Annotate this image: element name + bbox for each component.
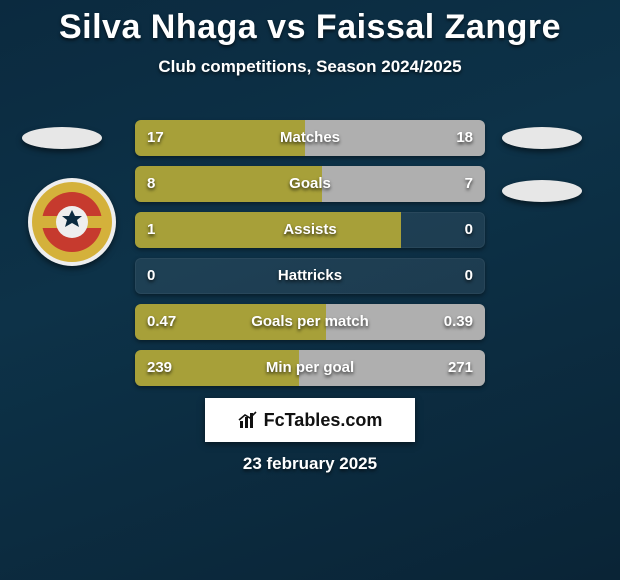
brand-chart-icon [238, 410, 258, 430]
subtitle: Club competitions, Season 2024/2025 [0, 57, 620, 77]
stat-label: Goals [135, 166, 485, 202]
stat-row: 00Hattricks [135, 258, 485, 294]
player-right-avatar [502, 127, 582, 149]
player-left-avatar [22, 127, 102, 149]
stat-row: 1718Matches [135, 120, 485, 156]
date-label: 23 february 2025 [0, 454, 620, 474]
stat-label: Hattricks [135, 258, 485, 294]
club-badge-icon [28, 178, 116, 266]
player-left-club-badge [28, 178, 116, 266]
stat-label: Goals per match [135, 304, 485, 340]
page-title: Silva Nhaga vs Faissal Zangre [0, 0, 620, 47]
stat-row: 239271Min per goal [135, 350, 485, 386]
stat-label: Assists [135, 212, 485, 248]
comparison-infographic: Silva Nhaga vs Faissal Zangre Club compe… [0, 0, 620, 580]
stat-row: 10Assists [135, 212, 485, 248]
stat-row: 87Goals [135, 166, 485, 202]
brand-label: FcTables.com [264, 410, 383, 431]
stats-container: 1718Matches 87Goals 10Assists 00Hattricks 0.… [135, 120, 485, 396]
stat-label: Min per goal [135, 350, 485, 386]
brand-badge: FcTables.com [205, 398, 415, 442]
stat-label: Matches [135, 120, 485, 156]
player-right-club-badge [502, 180, 582, 202]
stat-row: 0.470.39Goals per match [135, 304, 485, 340]
